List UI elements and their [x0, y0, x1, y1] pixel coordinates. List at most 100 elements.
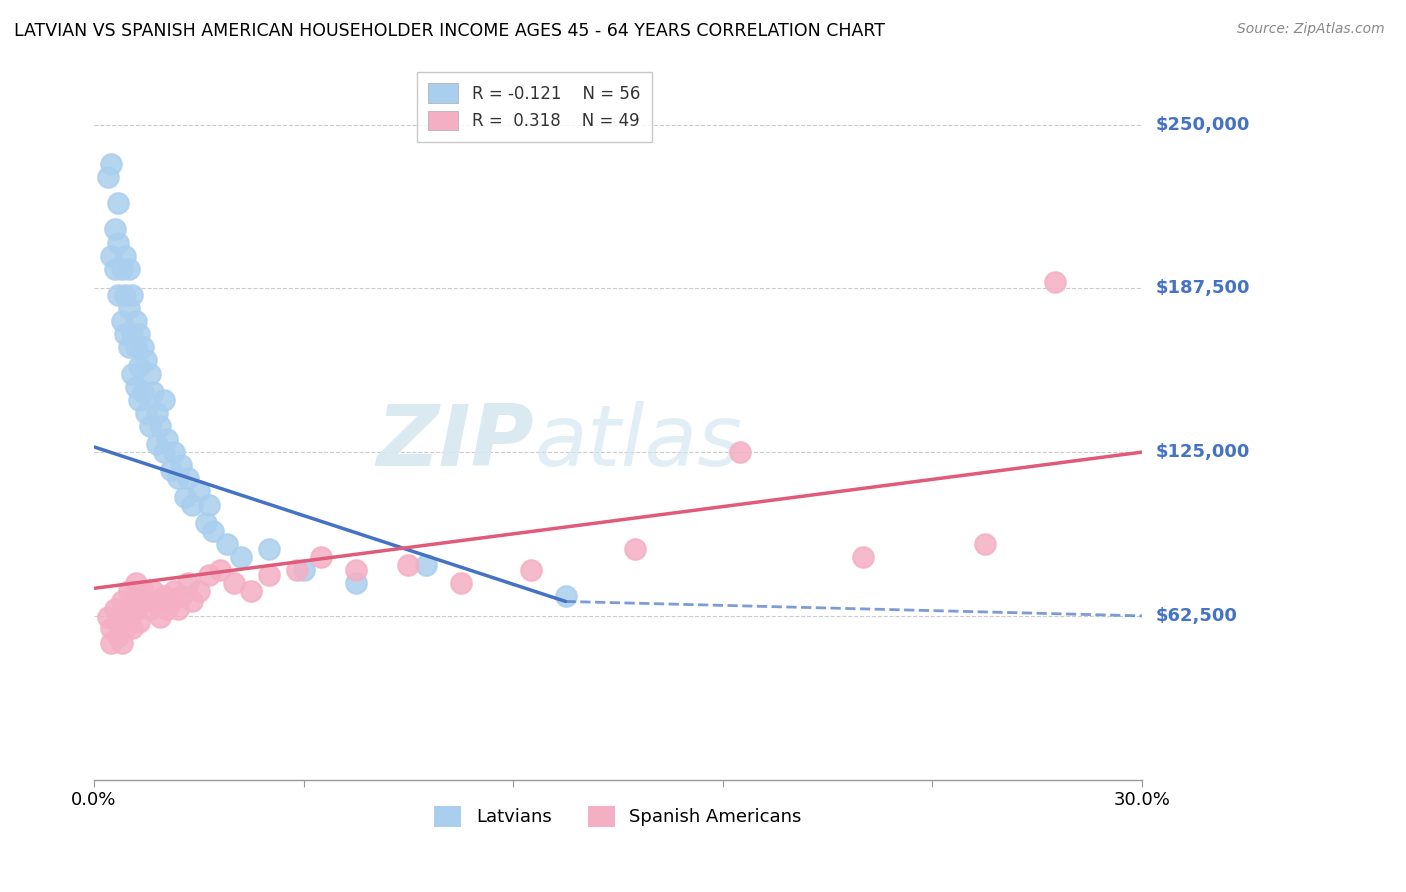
Point: [156, 602, 179, 616]
Point: [163, 584, 186, 599]
Point: [121, 367, 143, 381]
Point: [125, 314, 148, 328]
Point: [257, 542, 280, 557]
Text: $125,000: $125,000: [1156, 443, 1250, 461]
Point: [728, 445, 751, 459]
Point: [170, 589, 193, 603]
Point: [240, 584, 263, 599]
Point: [198, 498, 221, 512]
Point: [104, 261, 127, 276]
Point: [166, 471, 188, 485]
Point: [111, 636, 134, 650]
Point: [118, 340, 141, 354]
Point: [170, 458, 193, 473]
Point: [118, 261, 141, 276]
Point: [177, 576, 200, 591]
Point: [396, 558, 419, 572]
Point: [187, 484, 209, 499]
Point: [198, 568, 221, 582]
Point: [146, 437, 169, 451]
Point: [132, 384, 155, 399]
Point: [139, 367, 162, 381]
Point: [149, 610, 172, 624]
Point: [135, 406, 157, 420]
Point: [139, 602, 162, 616]
Point: [100, 157, 122, 171]
Point: [97, 610, 120, 624]
Point: [292, 563, 315, 577]
Point: [118, 301, 141, 315]
Point: [97, 169, 120, 184]
Point: [450, 576, 472, 591]
Point: [153, 392, 176, 407]
Point: [132, 340, 155, 354]
Point: [121, 621, 143, 635]
Point: [111, 594, 134, 608]
Point: [554, 589, 576, 603]
Text: $250,000: $250,000: [1156, 116, 1250, 134]
Point: [128, 327, 150, 342]
Point: [114, 602, 136, 616]
Point: [107, 615, 129, 630]
Point: [100, 249, 122, 263]
Point: [118, 584, 141, 599]
Point: [1043, 275, 1066, 289]
Point: [114, 249, 136, 263]
Point: [194, 516, 217, 530]
Point: [215, 537, 238, 551]
Point: [344, 576, 367, 591]
Point: [111, 261, 134, 276]
Point: [100, 636, 122, 650]
Point: [125, 340, 148, 354]
Text: ZIP: ZIP: [377, 401, 534, 484]
Point: [135, 594, 157, 608]
Point: [222, 576, 245, 591]
Point: [180, 594, 202, 608]
Text: $62,500: $62,500: [1156, 607, 1237, 625]
Point: [118, 610, 141, 624]
Point: [156, 432, 179, 446]
Point: [146, 594, 169, 608]
Point: [309, 549, 332, 564]
Point: [114, 288, 136, 302]
Point: [973, 537, 995, 551]
Point: [111, 314, 134, 328]
Point: [257, 568, 280, 582]
Point: [125, 602, 148, 616]
Point: [139, 418, 162, 433]
Point: [128, 359, 150, 373]
Point: [149, 418, 172, 433]
Point: [344, 563, 367, 577]
Point: [153, 445, 176, 459]
Point: [146, 406, 169, 420]
Point: [132, 584, 155, 599]
Point: [177, 471, 200, 485]
Text: $187,500: $187,500: [1156, 279, 1250, 297]
Point: [180, 498, 202, 512]
Point: [201, 524, 224, 538]
Point: [107, 196, 129, 211]
Point: [104, 222, 127, 236]
Point: [128, 615, 150, 630]
Point: [519, 563, 541, 577]
Point: [107, 288, 129, 302]
Point: [166, 602, 188, 616]
Point: [125, 379, 148, 393]
Point: [159, 594, 181, 608]
Point: [128, 392, 150, 407]
Point: [121, 594, 143, 608]
Point: [187, 584, 209, 599]
Point: [851, 549, 873, 564]
Text: atlas: atlas: [534, 401, 742, 484]
Point: [159, 463, 181, 477]
Point: [121, 327, 143, 342]
Legend: Latvians, Spanish Americans: Latvians, Spanish Americans: [427, 798, 808, 834]
Point: [100, 621, 122, 635]
Point: [142, 384, 165, 399]
Point: [208, 563, 231, 577]
Point: [128, 589, 150, 603]
Point: [624, 542, 647, 557]
Point: [114, 327, 136, 342]
Point: [135, 353, 157, 368]
Point: [121, 288, 143, 302]
